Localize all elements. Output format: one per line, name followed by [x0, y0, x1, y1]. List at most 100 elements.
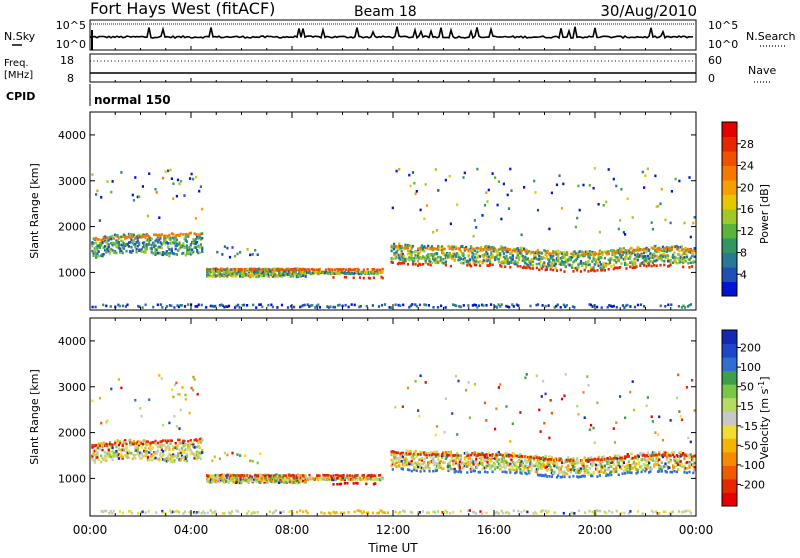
- scatter-cell: [500, 265, 502, 268]
- scatter-cell: [618, 459, 620, 462]
- scatter-cell: [562, 183, 564, 186]
- scatter-cell: [672, 511, 674, 514]
- scatter-cell: [537, 466, 539, 469]
- scatter-cell: [200, 458, 202, 461]
- scatter-cell: [475, 260, 477, 263]
- scatter-cell: [257, 511, 259, 514]
- scatter-cell: [529, 305, 531, 308]
- scatter-cell: [307, 512, 309, 515]
- scatter-cell: [183, 194, 185, 197]
- scatter-cell: [159, 452, 161, 455]
- scatter-cell: [502, 471, 504, 474]
- scatter-cell: [485, 304, 487, 307]
- scatter-cell: [604, 269, 606, 272]
- scatter-cell: [185, 443, 187, 446]
- scatter-cell: [666, 471, 668, 474]
- scatter-cell: [432, 457, 434, 460]
- scatter-cell: [593, 187, 595, 190]
- scatter-cell: [406, 258, 408, 261]
- scatter-cell: [478, 247, 480, 250]
- scatter-cell: [382, 478, 384, 481]
- scatter-cell: [198, 511, 200, 514]
- scatter-cell: [637, 471, 639, 474]
- scatter-cell: [673, 451, 675, 454]
- scatter-cell: [569, 476, 571, 479]
- scatter-cell: [675, 259, 677, 262]
- scatter-cell: [653, 253, 655, 256]
- scatter-cell: [177, 455, 179, 458]
- scatter-cell: [620, 188, 622, 191]
- scatter-cell: [610, 257, 612, 260]
- scatter-cell: [432, 306, 434, 309]
- scatter-cell: [596, 269, 598, 272]
- scatter-cell: [243, 304, 245, 307]
- scatter-cell: [496, 306, 498, 309]
- scatter-cell: [180, 409, 182, 412]
- scatter-cell: [624, 233, 626, 236]
- scatter-cell: [580, 260, 582, 263]
- scatter-cell: [192, 389, 194, 392]
- scatter-cell: [507, 258, 509, 261]
- scatter-cell: [517, 265, 519, 268]
- scatter-cell: [224, 245, 226, 248]
- scatter-cell: [586, 465, 588, 468]
- scatter-cell: [401, 250, 403, 253]
- scatter-cell: [510, 459, 512, 462]
- scatter-cell: [403, 465, 405, 468]
- scatter-cell: [596, 475, 598, 478]
- scatter-cell: [664, 462, 666, 465]
- scatter-cell: [133, 443, 135, 446]
- scatter-cell: [595, 253, 597, 256]
- scatter-cell: [178, 449, 180, 452]
- nsearch-label: N.Search: [746, 30, 796, 43]
- scatter-cell: [492, 471, 494, 474]
- scatter-cell: [489, 454, 491, 457]
- scatter-cell: [413, 182, 415, 185]
- scatter-cell: [605, 201, 607, 204]
- scatter-cell: [146, 444, 148, 447]
- scatter-cell: [565, 266, 567, 269]
- scatter-cell: [517, 510, 519, 513]
- scatter-cell: [137, 447, 139, 450]
- scatter-cell: [432, 231, 434, 234]
- scatter-cell: [132, 249, 134, 252]
- scatter-cell: [670, 419, 672, 422]
- scatter-cell: [144, 251, 146, 254]
- scatter-cell: [484, 204, 486, 207]
- scatter-cell: [173, 459, 175, 462]
- scatter-cell: [479, 260, 481, 263]
- scatter-cell: [475, 253, 477, 256]
- scatter-cell: [323, 512, 325, 515]
- scatter-cell: [476, 168, 478, 171]
- scatter-cell: [225, 272, 227, 275]
- scatter-cell: [541, 252, 543, 255]
- scatter-cell: [248, 510, 250, 513]
- scatter-cell: [112, 180, 114, 183]
- scatter-cell: [637, 510, 639, 513]
- scatter-cell: [351, 475, 353, 478]
- scatter-cell: [445, 264, 447, 267]
- scatter-cell: [182, 233, 184, 236]
- scatter-cell: [682, 266, 684, 269]
- scatter-cell: [601, 306, 603, 309]
- scatter-cell: [494, 463, 496, 466]
- scatter-cell: [423, 257, 425, 260]
- scatter-cell: [664, 219, 666, 222]
- scatter-cell: [651, 415, 653, 418]
- scatter-cell: [610, 265, 612, 268]
- scatter-cell: [566, 473, 568, 476]
- scatter-cell: [630, 452, 632, 455]
- scatter-cell: [626, 304, 628, 307]
- scatter-cell: [497, 204, 499, 207]
- scatter-cell: [684, 306, 686, 309]
- scatter-cell: [545, 458, 547, 461]
- scatter-cell: [168, 448, 170, 451]
- scatter-cell: [518, 258, 520, 261]
- scatter-cell: [662, 255, 664, 258]
- scatter-cell: [613, 427, 615, 430]
- scatter-cell: [354, 304, 356, 307]
- scatter-cell: [523, 186, 525, 189]
- scatter-cell: [459, 466, 461, 469]
- scatter-cell: [345, 268, 347, 271]
- scatter-cell: [404, 461, 406, 464]
